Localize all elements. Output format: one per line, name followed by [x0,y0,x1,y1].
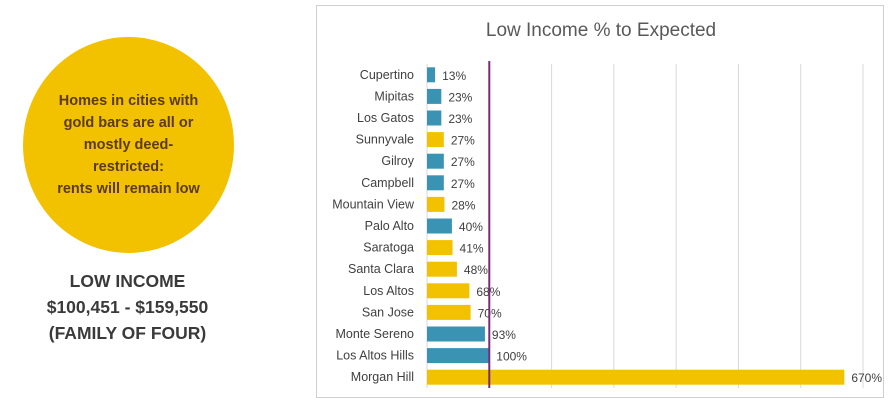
data-label: 23% [448,112,472,126]
category-label: Cupertino [360,68,414,82]
category-label: Campbell [361,176,414,190]
category-label: Los Altos [363,284,414,298]
callout-text: Homes in cities with gold bars are all o… [57,93,200,197]
data-label: 13% [442,69,466,83]
data-label: 41% [460,242,484,256]
income-family: (FAMILY OF FOUR) [48,323,207,343]
bar [427,196,445,212]
bar [427,175,444,191]
chart-frame: Low Income % to Expected Cupertino 13% Mip… [316,5,884,398]
data-label: 40% [459,220,483,234]
category-label: Mipitas [374,89,414,103]
chart-title: Low Income % to Expected [485,20,717,41]
category-label: Los Altos Hills [336,349,414,363]
category-label: Sunnyvale [356,133,414,147]
data-label: 27% [451,134,475,148]
category-label: Santa Clara [348,262,414,276]
income-range: $100,451 - $159,550 [46,297,209,317]
bar [427,240,453,256]
bar [427,304,471,320]
bar [427,67,436,83]
data-label: 27% [451,177,475,191]
category-label: Saratoga [363,241,414,255]
bar [427,218,452,234]
bar [427,88,442,104]
bar [427,369,845,385]
category-label: Palo Alto [365,219,414,233]
category-label: Mountain View [332,197,415,211]
bar [427,110,442,126]
data-label: 100% [496,350,527,364]
income-block: LOW INCOME $100,451 - $159,550 (FAMILY O… [15,268,240,346]
data-label: 27% [451,155,475,169]
category-label: Gilroy [381,154,414,168]
bar [427,153,444,169]
bar [427,348,490,364]
category-label: Morgan Hill [351,370,414,384]
data-label: 28% [451,198,475,212]
income-title: LOW INCOME [69,271,186,291]
bar-chart: Cupertino 13% Mipitas 23% Los Gatos 23% Sunnyv… [332,61,882,388]
data-label: 23% [448,90,472,104]
bar [427,261,457,277]
callout-circle: Homes in cities with gold bars are all o… [23,37,234,253]
bar [427,326,485,342]
data-label: 93% [492,328,516,342]
bar [427,283,470,299]
data-label: 670% [851,371,882,385]
data-label: 48% [464,263,488,277]
category-label: Monte Sereno [335,327,414,341]
left-panel: Homes in cities with gold bars are all o… [0,0,300,403]
bar [427,132,444,148]
category-label: Los Gatos [357,111,414,125]
category-label: San Jose [362,305,414,319]
